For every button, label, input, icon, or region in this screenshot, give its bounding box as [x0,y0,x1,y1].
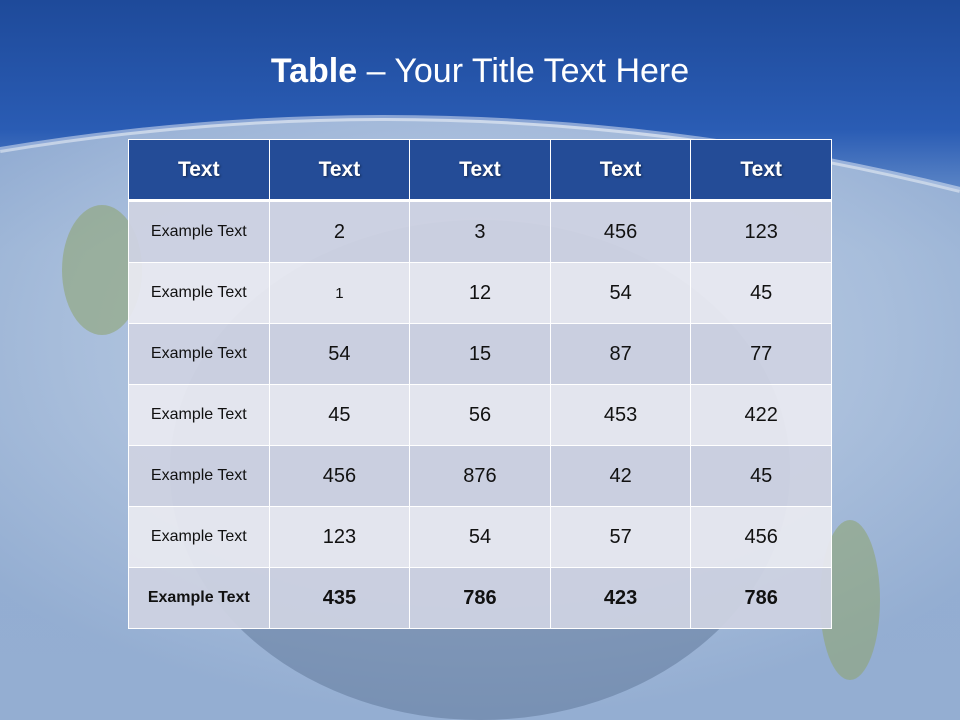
table-cell: 435 [268,567,411,629]
table-cell: 456 [690,506,832,568]
table-cell: 57 [549,506,692,568]
column-header: Text [128,139,270,202]
row-label: Example Text [128,262,270,324]
column-header: Text [549,139,692,202]
row-label: Example Text [128,200,270,263]
row-label: Example Text [128,384,270,446]
table-cell: 2 [268,200,411,263]
title-rest: – Your Title Text Here [357,52,690,90]
table-cell: 423 [549,567,692,629]
table-row: Example Text 2 3 456 123 [128,200,832,263]
table-cell: 422 [690,384,832,446]
table-cell: 1 [268,262,411,324]
table-cell: 77 [690,323,832,385]
column-header: Text [268,139,411,202]
table-cell: 54 [409,506,551,568]
table-cell: 42 [549,445,692,507]
table-cell: 3 [409,200,551,263]
background-tree [820,520,880,680]
table-cell: 786 [690,567,832,629]
table-cell: 54 [268,323,411,385]
table-cell: 456 [268,445,411,507]
table-cell: 87 [549,323,692,385]
row-label: Example Text [128,506,270,568]
table-cell: 45 [690,262,832,324]
table-cell: 15 [409,323,551,385]
title-bold: Table [270,52,358,90]
table-cell: 786 [409,567,551,629]
table-cell: 12 [409,262,551,324]
row-label: Example Text [128,445,270,507]
table-cell: 123 [690,200,832,263]
table-row: Example Text 123 54 57 456 [128,506,832,568]
background-tree [62,205,142,335]
table-cell: 876 [409,445,551,507]
table-row: Example Text 1 12 54 45 [128,262,832,324]
table-row: Example Text 45 56 453 422 [128,384,832,446]
table-row: Example Text 54 15 87 77 [128,323,832,385]
table-cell: 54 [549,262,692,324]
table-row: Example Text 456 876 42 45 [128,445,832,507]
row-label: Example Text [128,567,270,629]
column-header: Text [690,139,832,202]
row-label: Example Text [128,323,270,385]
table-cell: 56 [409,384,551,446]
table-row: Example Text 435 786 423 786 [128,567,832,629]
header-row: Text Text Text Text Text [128,139,832,202]
column-header: Text [409,139,551,202]
table-cell: 45 [268,384,411,446]
table-cell: 453 [549,384,692,446]
table-cell: 45 [690,445,832,507]
table-cell: 456 [549,200,692,263]
slide-title: Table – Your Title Text Here [0,52,960,91]
data-table: Text Text Text Text Text Example Text 2 3 4… [128,139,832,629]
table-cell: 123 [268,506,411,568]
